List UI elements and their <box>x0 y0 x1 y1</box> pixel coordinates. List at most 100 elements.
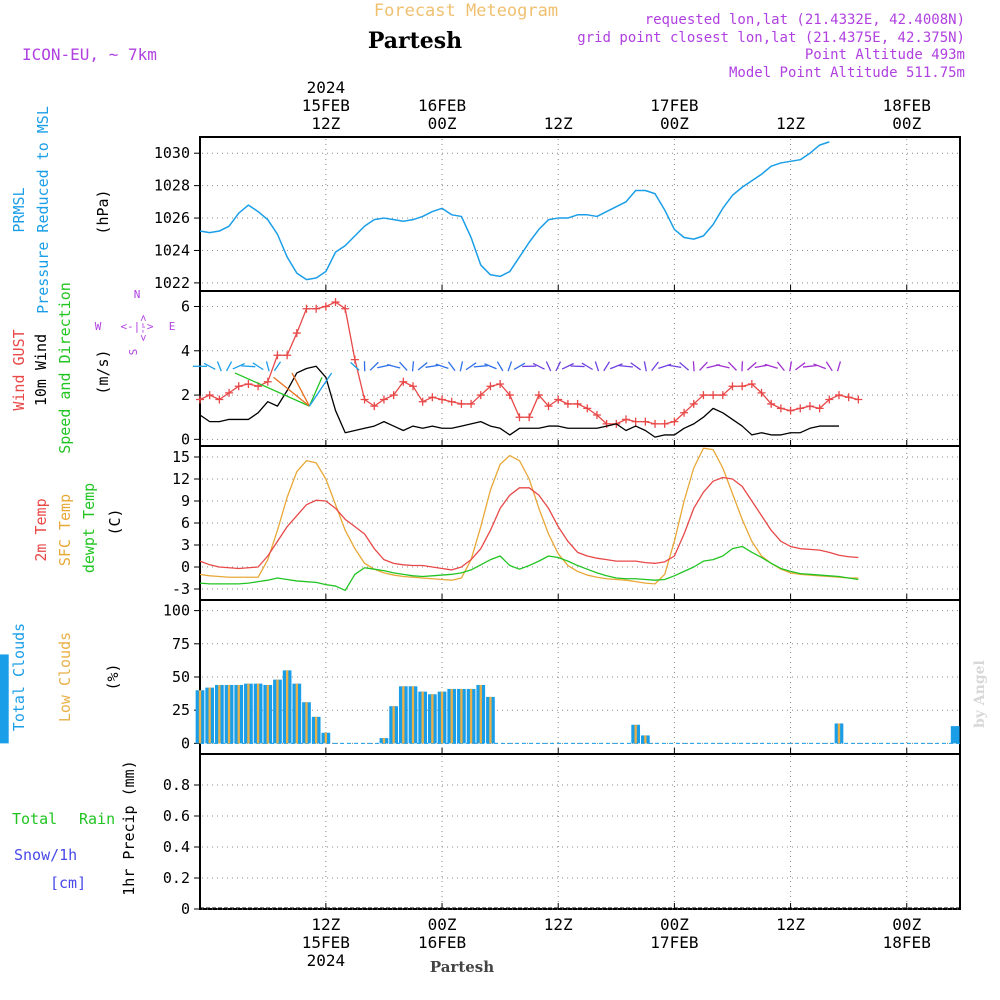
temp-ytick-label: 6 <box>181 514 190 532</box>
wind-ytick-label: 0 <box>181 430 190 448</box>
bottom-time-label: 00Z <box>892 915 921 934</box>
top-time-label: 2024 <box>307 78 346 97</box>
wind-dir-arrow <box>513 362 526 370</box>
gust-marker <box>621 415 630 424</box>
gust-marker <box>796 404 805 413</box>
pressure-panel-frame <box>199 136 961 292</box>
low-cloud-bar <box>644 735 647 744</box>
compass-w: W <box>95 320 102 333</box>
wind-dir-arrow <box>813 363 827 370</box>
wind-dir-arrow <box>802 364 817 368</box>
gust-marker <box>641 417 650 426</box>
low-cloud-bar <box>479 684 482 744</box>
gust-marker <box>786 406 795 415</box>
precip-rain-label: Rain <box>79 810 115 828</box>
clouds-ytick-label: 50 <box>172 668 190 686</box>
gust-label: Wind GUST <box>10 329 28 410</box>
wind-dir-arrow <box>776 361 785 372</box>
gust-marker <box>370 402 379 411</box>
precip-ytick-label: 0.2 <box>163 869 190 887</box>
gust-marker <box>747 380 756 388</box>
pressure-ytick-label: 1024 <box>154 241 190 259</box>
model-altitude: Model Point Altitude 511.75m <box>729 65 965 81</box>
grid-point-coords: grid point closest lon,lat (21.4375E, 42… <box>577 30 965 46</box>
low-cloud-bar <box>218 684 221 744</box>
wind-dir-arrow <box>643 361 647 372</box>
low-cloud-bar <box>315 716 318 744</box>
bottom-time-label: 12Z <box>311 915 340 934</box>
gust-marker <box>244 380 253 388</box>
precip-ytick-label: 0 <box>181 900 190 918</box>
temp-panel-frame <box>199 445 961 601</box>
credit: by Angel <box>972 660 988 728</box>
pressure-ytick-label: 1026 <box>154 209 190 227</box>
precip-ytick-label: 0.4 <box>163 838 190 856</box>
compass-rose: N <--> W <-|-> E S <box>95 288 176 355</box>
bottom-time-label: 18FEB <box>883 933 931 952</box>
wind-dir-arrow <box>435 363 449 370</box>
low-cloud-bar <box>460 688 463 744</box>
gust-marker <box>505 391 514 400</box>
gust-marker <box>805 402 814 411</box>
low-cloud-bar <box>421 691 424 744</box>
total-clouds-label: Total Clouds <box>10 623 28 731</box>
gust-marker <box>534 391 543 400</box>
low-cloud-bar <box>295 683 298 744</box>
gust-line <box>199 301 859 425</box>
low-cloud-bar <box>837 723 841 744</box>
compass-n: N <box>134 288 141 301</box>
precip-panel-frame <box>199 753 961 910</box>
gust-marker <box>689 399 698 408</box>
snow-label: Snow/1h <box>14 846 77 864</box>
gust-marker <box>447 397 456 406</box>
gust-marker <box>467 399 476 408</box>
gust-marker <box>457 399 466 408</box>
wind-dir-arrow <box>484 363 497 370</box>
compass-e: E <box>169 320 176 333</box>
wind-dir-arrow <box>465 362 477 371</box>
gust-marker <box>486 382 495 391</box>
prmsl-unit-label: (hPa) <box>94 189 112 234</box>
wind-dir-arrow <box>747 361 757 371</box>
low-cloud-bar <box>227 684 231 744</box>
compass-we-axis: <-|-> <box>120 320 153 333</box>
wind-dir-arrow <box>417 362 428 371</box>
clouds-ytick-label: 75 <box>172 635 190 653</box>
gust-marker <box>825 395 834 404</box>
bottom-time-label: 12Z <box>776 915 805 934</box>
wind-ytick-label: 4 <box>181 342 190 360</box>
wind-ytick-label: 2 <box>181 386 190 404</box>
gust-marker <box>670 417 679 426</box>
gust-marker <box>544 402 553 411</box>
wind-dir-arrow <box>473 365 488 368</box>
gust-marker <box>738 382 747 391</box>
wind-dir-arrow <box>728 361 737 371</box>
top-time-label: 00Z <box>892 114 921 133</box>
clouds-unit-label: (%) <box>104 663 122 690</box>
wind-dir-arrow <box>789 361 793 372</box>
wind-dir-arrow <box>216 361 222 372</box>
wind-dir-arrow <box>699 361 708 371</box>
gust-marker <box>263 377 272 386</box>
top-time-label: 16FEB <box>418 96 466 115</box>
snow-unit-label: [cm] <box>50 874 86 892</box>
precip-unit-label: 1hr Precip (mm) <box>120 760 138 895</box>
wind-dir-arrow <box>764 363 778 369</box>
wind-dir-arrow <box>532 362 545 370</box>
gust-marker <box>379 395 388 404</box>
low-cloud-bar <box>285 670 289 744</box>
low-cloud-bar <box>256 683 260 744</box>
top-time-label: 15FEB <box>302 96 350 115</box>
dewpt-label: dewpt Temp <box>80 483 98 573</box>
low-cloud-bar <box>237 684 240 744</box>
gust-marker <box>709 391 718 400</box>
gust-marker <box>854 395 863 404</box>
wind-dir-arrow <box>679 361 689 371</box>
gust-marker <box>583 404 592 413</box>
wind-dir-arrow <box>350 361 360 371</box>
page-title: Partesh <box>368 28 462 54</box>
gust-marker <box>718 391 727 400</box>
wind-dir-arrow <box>369 361 379 371</box>
dewpt-line <box>199 545 859 592</box>
gust-marker <box>389 391 398 400</box>
